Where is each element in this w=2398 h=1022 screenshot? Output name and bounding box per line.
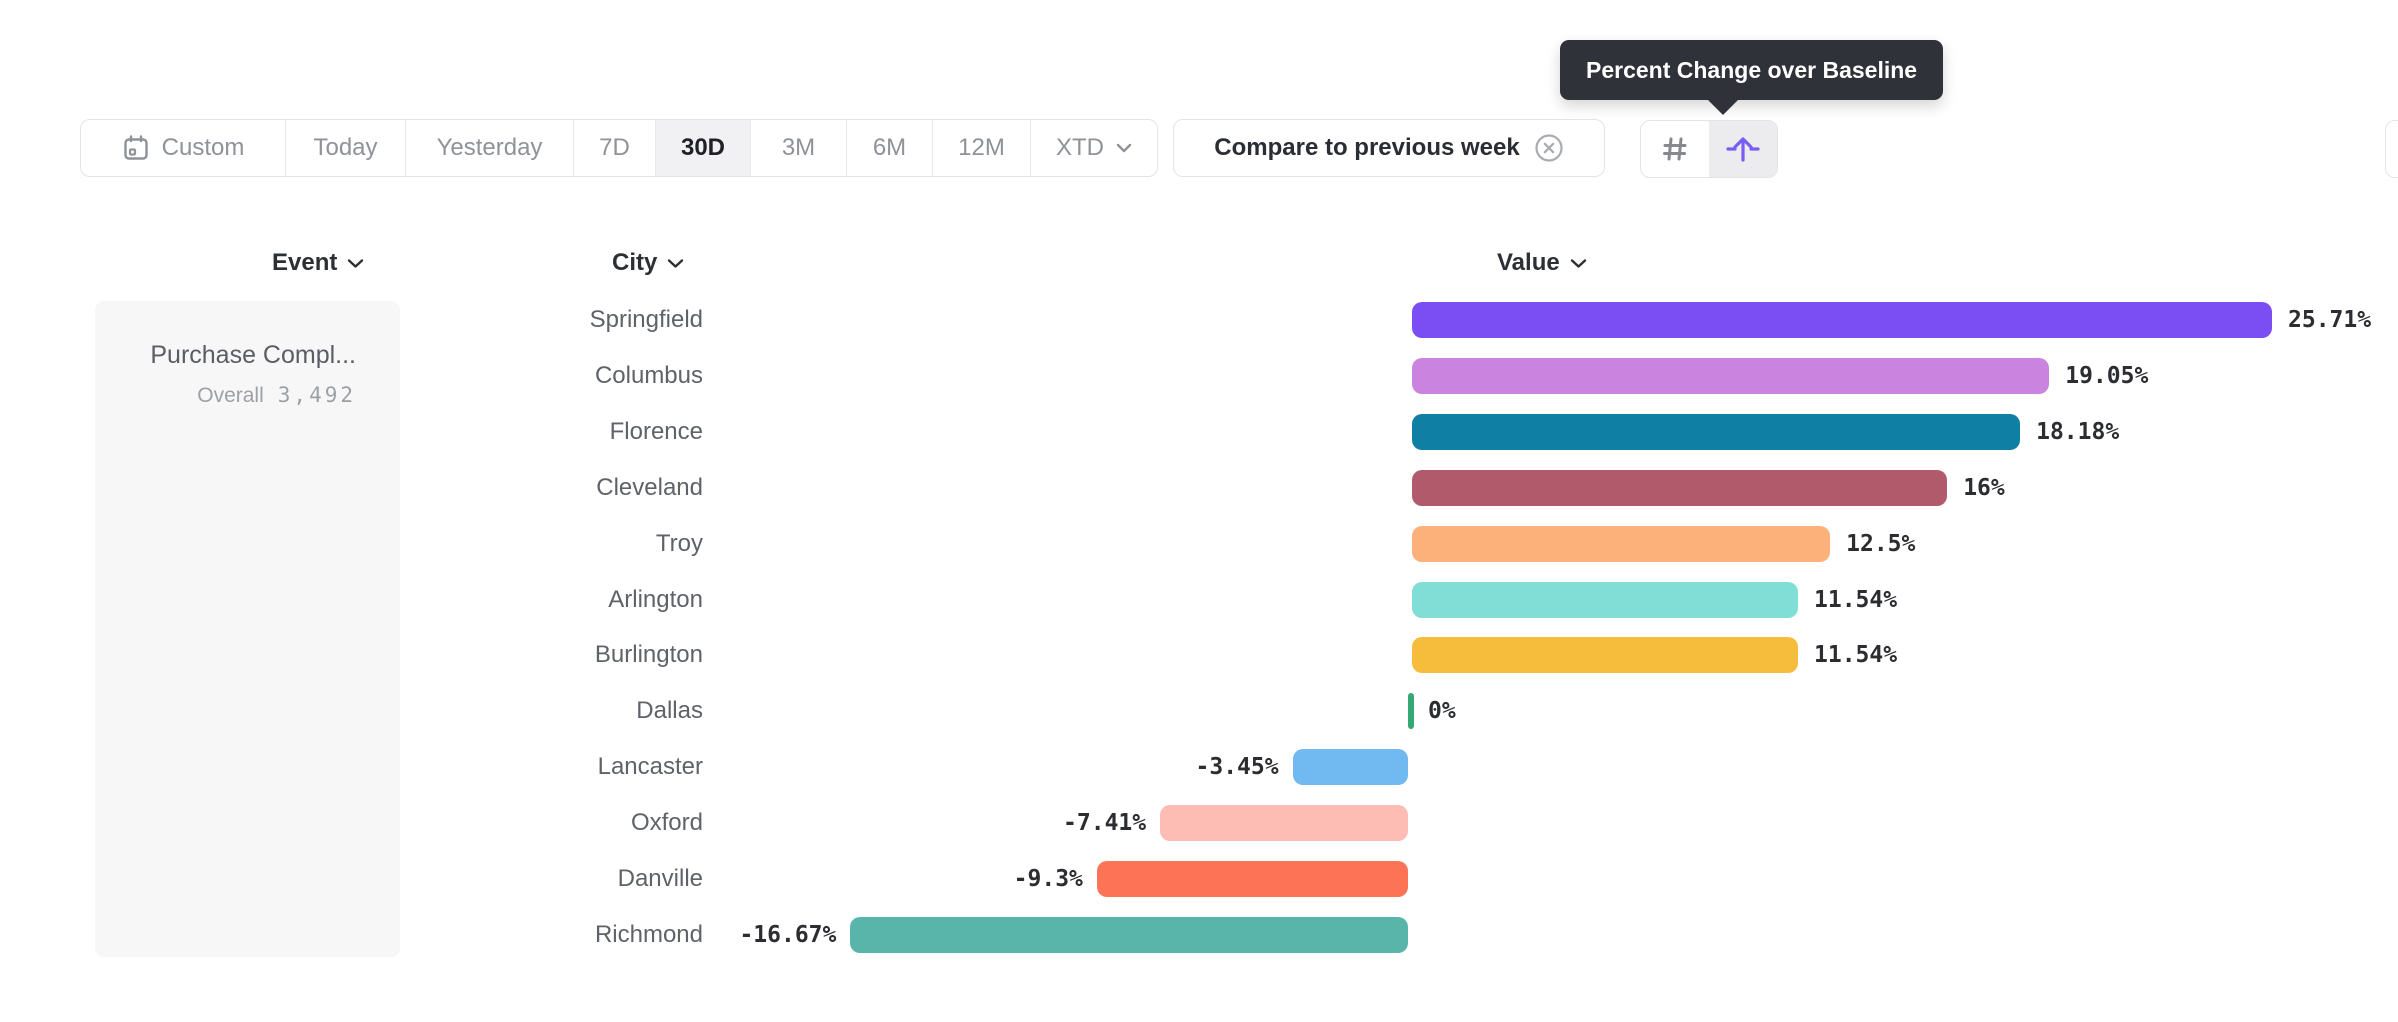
city-label: Lancaster [597, 753, 703, 781]
column-header-value[interactable]: Value [1497, 247, 1587, 279]
value-label: 19.05% [2065, 362, 2149, 389]
bar-troy[interactable] [1412, 525, 1831, 562]
chart-row-dallas: Dallas 0% [0, 683, 2398, 739]
date-range-3m[interactable]: 3M [751, 120, 847, 176]
date-range-label: 30D [680, 134, 726, 161]
date-range-label: 6M [872, 134, 907, 161]
bar-richmond[interactable] [850, 916, 1408, 953]
compare-button[interactable]: Compare to previous week [1173, 119, 1605, 177]
bar-cleveland[interactable] [1412, 469, 1948, 506]
chart-row-lancaster: Lancaster -3.45% [0, 739, 2398, 795]
clipped-edge-button[interactable] [2385, 120, 2398, 178]
bar-columbus[interactable] [1412, 357, 2050, 394]
chart-row-burlington: Burlington 11.54% [0, 627, 2398, 683]
date-range-7d[interactable]: 7D [574, 120, 656, 176]
city-label: Troy [655, 529, 703, 557]
date-range-today[interactable]: Today [286, 120, 406, 176]
city-label: Oxford [630, 809, 703, 837]
circle-x-icon[interactable] [1534, 133, 1564, 163]
city-label: Danville [617, 865, 703, 892]
chevron-down-icon [1116, 143, 1132, 153]
date-range-label: 7D [599, 134, 630, 161]
city-label: Cleveland [596, 473, 703, 501]
hash-icon [1659, 133, 1691, 165]
city-label: Arlington [608, 585, 703, 613]
bar-oxford[interactable] [1160, 805, 1408, 842]
calendar-icon [122, 134, 150, 162]
chart-row-danville: Danville -9.3% [0, 851, 2398, 907]
column-header-city-label: City [612, 249, 658, 276]
bar-burlington[interactable] [1412, 637, 1798, 674]
date-range-label: Today [313, 134, 378, 161]
event-overall-label: Overall [197, 384, 264, 407]
compare-label: Compare to previous week [1214, 134, 1520, 161]
tooltip: Percent Change over Baseline [1560, 40, 1944, 100]
value-label: -16.67% [739, 921, 837, 948]
value-label: -9.3% [1013, 866, 1083, 892]
city-label: Florence [609, 417, 703, 445]
city-label: Columbus [594, 361, 703, 389]
value-label: 12.5% [1846, 530, 1916, 557]
date-range-label: 12M [958, 134, 1005, 161]
chart-view-toggle [1640, 120, 1778, 178]
event-overall-value: 3,492 [277, 383, 356, 407]
percent-change-view-button[interactable] [1709, 121, 1777, 177]
date-range-label: XTD [1056, 134, 1104, 161]
date-range-12m[interactable]: 12M [933, 120, 1031, 176]
numbers-view-button[interactable] [1641, 121, 1709, 177]
value-label: -7.41% [1063, 810, 1147, 837]
value-label: 0% [1428, 698, 1456, 725]
value-label: 18.18% [2036, 418, 2120, 445]
event-card[interactable]: Purchase Compl... Overall 3,492 [95, 301, 400, 957]
chart-row-richmond: Richmond -16.67% [0, 907, 2398, 963]
city-label: Richmond [594, 920, 703, 948]
tooltip-arrow [1706, 98, 1740, 115]
value-label: 16% [1963, 474, 2005, 501]
date-range-label: 3M [781, 134, 816, 161]
city-label: Dallas [636, 697, 703, 725]
bar-lancaster[interactable] [1292, 749, 1408, 786]
chart-row-cleveland: Cleveland 16% [0, 460, 2398, 516]
bar-springfield[interactable] [1412, 302, 2272, 338]
date-range-6m[interactable]: 6M [847, 120, 933, 176]
chart-row-florence: Florence 18.18% [0, 404, 2398, 460]
chevron-down-icon [668, 258, 684, 268]
chevron-down-icon [1570, 258, 1586, 268]
value-label: -3.45% [1195, 754, 1279, 781]
city-label: Springfield [589, 306, 703, 333]
city-label: Burlington [594, 641, 703, 669]
value-label: 11.54% [1814, 586, 1898, 613]
date-range-label: Custom [161, 134, 245, 161]
bar-florence[interactable] [1412, 413, 2021, 450]
chevron-down-icon [348, 258, 364, 268]
value-label: 11.54% [1814, 642, 1898, 669]
bar-dallas[interactable] [1408, 693, 1414, 730]
date-range-30d[interactable]: 30D [656, 120, 751, 176]
chart-row-oxford: Oxford -7.41% [0, 795, 2398, 851]
bar-arlington[interactable] [1412, 581, 1798, 618]
baseline-arrow-icon [1725, 132, 1761, 166]
event-name: Purchase Compl... [150, 341, 356, 369]
column-header-value-label: Value [1497, 249, 1560, 276]
date-range-xtd[interactable]: XTD [1031, 120, 1157, 176]
date-range-yesterday[interactable]: Yesterday [406, 120, 574, 176]
column-header-event[interactable]: Event [272, 247, 364, 279]
date-range-custom[interactable]: Custom [81, 120, 286, 176]
column-header-city[interactable]: City [612, 247, 684, 279]
value-label: 25.71% [2288, 307, 2372, 333]
date-range-label: Yesterday [436, 134, 543, 161]
chart-row-springfield: Springfield 25.71% [0, 292, 2398, 348]
column-header-event-label: Event [272, 249, 338, 276]
date-range-group: Custom Today Yesterday 7D 30D 3M 6M 12M XTD [80, 119, 1158, 177]
chart-row-columbus: Columbus 19.05% [0, 348, 2398, 404]
event-overall: Overall 3,492 [95, 383, 356, 408]
chart-row-troy: Troy 12.5% [0, 516, 2398, 572]
bar-danville[interactable] [1096, 861, 1408, 897]
chart-row-arlington: Arlington 11.54% [0, 572, 2398, 628]
